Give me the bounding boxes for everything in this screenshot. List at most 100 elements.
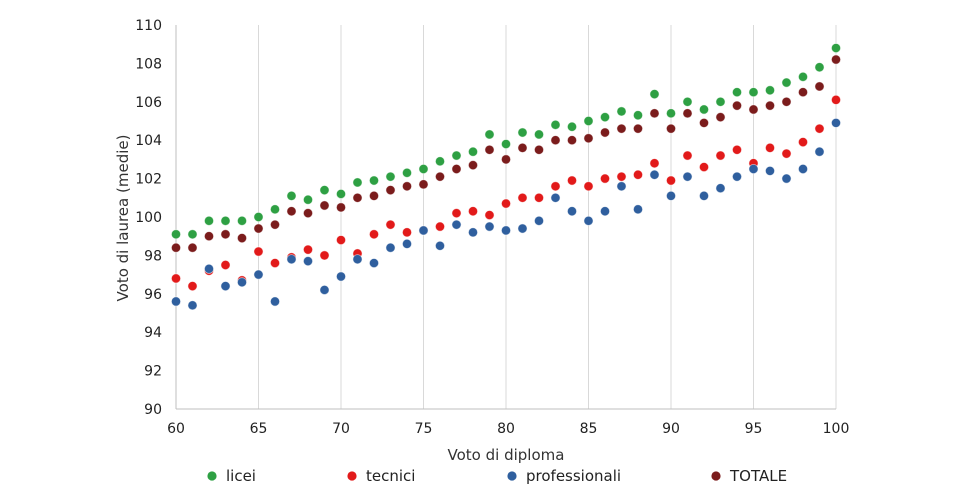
data-point xyxy=(600,127,611,138)
legend-item-totale: TOTALE xyxy=(711,467,787,485)
data-point xyxy=(335,202,346,213)
x-tick-label: 85 xyxy=(580,421,598,437)
data-point xyxy=(220,259,231,270)
data-point xyxy=(253,246,264,257)
data-point xyxy=(269,296,280,307)
data-point xyxy=(500,154,511,165)
data-point xyxy=(600,206,611,217)
data-point xyxy=(319,185,330,196)
data-point xyxy=(567,175,578,186)
y-tick-label: 102 xyxy=(135,172,162,188)
data-point xyxy=(649,158,660,169)
data-point xyxy=(682,108,693,119)
data-point xyxy=(682,96,693,107)
data-point xyxy=(418,163,429,174)
data-point xyxy=(748,104,759,115)
data-point xyxy=(831,43,842,54)
data-point xyxy=(170,242,181,253)
data-point xyxy=(715,112,726,123)
data-point xyxy=(781,96,792,107)
data-point xyxy=(666,108,677,119)
data-point xyxy=(319,200,330,211)
data-point xyxy=(550,181,561,192)
data-point xyxy=(715,150,726,161)
legend-label: tecnici xyxy=(366,467,415,485)
data-point xyxy=(467,160,478,171)
data-point xyxy=(831,94,842,105)
data-point xyxy=(368,175,379,186)
data-point xyxy=(517,142,528,153)
data-point xyxy=(567,206,578,217)
legend-marker xyxy=(711,471,721,481)
data-point xyxy=(434,240,445,251)
data-point xyxy=(368,229,379,240)
y-tick-label: 108 xyxy=(135,56,162,72)
data-point xyxy=(368,258,379,269)
data-point xyxy=(335,188,346,199)
data-point xyxy=(484,144,495,155)
data-point xyxy=(765,100,776,111)
data-point xyxy=(500,198,511,209)
legend-item-tecnici: tecnici xyxy=(347,467,415,485)
data-point xyxy=(831,117,842,128)
legend-label: licei xyxy=(226,467,256,485)
data-point xyxy=(699,190,710,201)
series-tecnici xyxy=(170,94,842,292)
data-point xyxy=(798,71,809,82)
y-tick-label: 92 xyxy=(144,364,162,380)
data-point xyxy=(517,223,528,234)
data-points xyxy=(170,43,842,311)
legend-marker xyxy=(507,471,517,481)
data-point xyxy=(286,206,297,217)
data-point xyxy=(534,129,545,140)
data-point xyxy=(765,142,776,153)
data-point xyxy=(319,284,330,295)
data-point xyxy=(600,112,611,123)
data-point xyxy=(765,165,776,176)
legend-marker xyxy=(347,471,357,481)
data-point xyxy=(236,233,247,244)
legend-label: professionali xyxy=(526,467,621,485)
data-point xyxy=(187,229,198,240)
data-point xyxy=(170,229,181,240)
data-point xyxy=(517,127,528,138)
data-point xyxy=(616,106,627,117)
data-point xyxy=(302,256,313,267)
data-point xyxy=(550,119,561,130)
x-tick-label: 100 xyxy=(823,421,850,437)
data-point xyxy=(451,208,462,219)
data-point xyxy=(699,117,710,128)
data-point xyxy=(682,150,693,161)
data-point xyxy=(682,171,693,182)
data-point xyxy=(633,204,644,215)
data-point xyxy=(220,215,231,226)
data-point xyxy=(550,135,561,146)
data-point xyxy=(649,89,660,100)
data-point xyxy=(567,121,578,132)
data-point xyxy=(467,206,478,217)
data-point xyxy=(187,281,198,292)
x-tick-label: 75 xyxy=(415,421,433,437)
data-point xyxy=(401,167,412,178)
data-point xyxy=(732,87,743,98)
data-point xyxy=(451,150,462,161)
data-point xyxy=(203,215,214,226)
x-tick-label: 80 xyxy=(497,421,515,437)
gridlines xyxy=(258,25,837,409)
data-point xyxy=(666,175,677,186)
data-point xyxy=(616,171,627,182)
data-point xyxy=(814,123,825,134)
series-professionali xyxy=(170,117,842,311)
data-point xyxy=(286,190,297,201)
data-point xyxy=(633,123,644,134)
data-point xyxy=(170,296,181,307)
data-point xyxy=(418,225,429,236)
data-point xyxy=(715,96,726,107)
data-point xyxy=(781,173,792,184)
y-tick-label: 104 xyxy=(135,133,162,149)
data-point xyxy=(748,87,759,98)
data-point xyxy=(302,244,313,255)
data-point xyxy=(451,219,462,230)
data-point xyxy=(732,171,743,182)
data-point xyxy=(484,210,495,221)
